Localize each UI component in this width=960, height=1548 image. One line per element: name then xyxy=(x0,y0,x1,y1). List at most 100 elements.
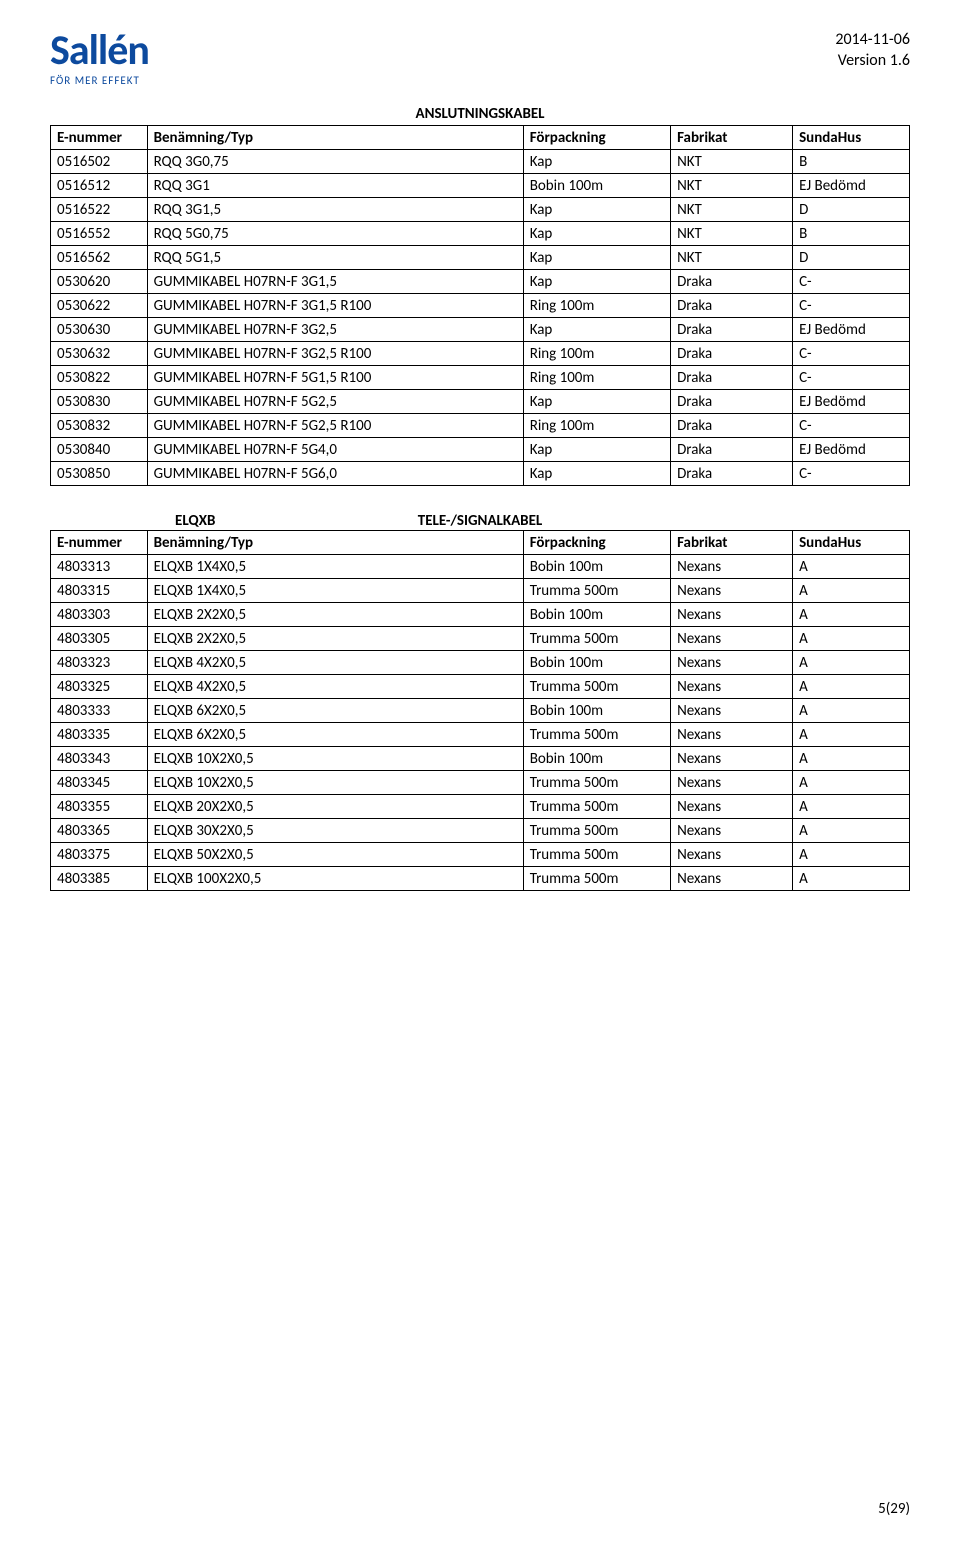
table-cell: A xyxy=(793,819,910,843)
table-cell: 4803385 xyxy=(51,867,148,891)
table-cell: Bobin 100m xyxy=(523,747,670,771)
section1-title: ANSLUTNINGSKABEL xyxy=(50,105,910,123)
table-cell: EJ Bedömd xyxy=(793,390,910,414)
table-cell: ELQXB 6X2X0,5 xyxy=(147,699,523,723)
table-cell: Trumma 500m xyxy=(523,675,670,699)
table-cell: ELQXB 10X2X0,5 xyxy=(147,771,523,795)
table-cell: NKT xyxy=(671,174,793,198)
table-cell: 4803313 xyxy=(51,555,148,579)
table-cell: Trumma 500m xyxy=(523,843,670,867)
table-cell: 4803323 xyxy=(51,651,148,675)
table-cell: 0530850 xyxy=(51,462,148,486)
table-cell: 4803325 xyxy=(51,675,148,699)
col-e-nummer: E-nummer xyxy=(51,126,148,150)
table-cell: Kap xyxy=(523,390,670,414)
table-cell: 4803355 xyxy=(51,795,148,819)
table-cell: 4803365 xyxy=(51,819,148,843)
table-cell: Trumma 500m xyxy=(523,723,670,747)
table-cell: Draka xyxy=(671,270,793,294)
table-cell: RQQ 5G1,5 xyxy=(147,246,523,270)
col-e-nummer: E-nummer xyxy=(51,531,148,555)
table-cell: A xyxy=(793,579,910,603)
table-cell: ELQXB 6X2X0,5 xyxy=(147,723,523,747)
table-cell: Trumma 500m xyxy=(523,579,670,603)
table-cell: Draka xyxy=(671,342,793,366)
table-cell: GUMMIKABEL H07RN-F 5G2,5 R100 xyxy=(147,414,523,438)
table-cell: Nexans xyxy=(671,603,793,627)
table-cell: Nexans xyxy=(671,555,793,579)
table-cell: 4803303 xyxy=(51,603,148,627)
logo-main-text: Sallén xyxy=(50,30,149,72)
table-cell: D xyxy=(793,246,910,270)
table-cell: 0516502 xyxy=(51,150,148,174)
table-cell: A xyxy=(793,723,910,747)
table-cell: NKT xyxy=(671,222,793,246)
table-cell: Kap xyxy=(523,438,670,462)
table-cell: ELQXB 30X2X0,5 xyxy=(147,819,523,843)
table-cell: C- xyxy=(793,414,910,438)
table-cell: 0516512 xyxy=(51,174,148,198)
logo-sub-text: FÖR MER EFFEKT xyxy=(50,74,149,87)
table-cell: RQQ 3G1,5 xyxy=(147,198,523,222)
table-cell: Nexans xyxy=(671,819,793,843)
table-cell: Nexans xyxy=(671,867,793,891)
table-cell: 0530630 xyxy=(51,318,148,342)
table-cell: GUMMIKABEL H07RN-F 3G2,5 xyxy=(147,318,523,342)
table-cell: Nexans xyxy=(671,675,793,699)
table-cell: Nexans xyxy=(671,747,793,771)
table-cell: 4803343 xyxy=(51,747,148,771)
table-cell: Bobin 100m xyxy=(523,603,670,627)
table-cell: Draka xyxy=(671,438,793,462)
table-row: 0516552RQQ 5G0,75KapNKTB xyxy=(51,222,910,246)
table-cell: 0530840 xyxy=(51,438,148,462)
table-cell: Draka xyxy=(671,366,793,390)
table-cell: 0516522 xyxy=(51,198,148,222)
table-cell: GUMMIKABEL H07RN-F 5G2,5 xyxy=(147,390,523,414)
table-row: 4803375ELQXB 50X2X0,5Trumma 500mNexansA xyxy=(51,843,910,867)
table-cell: ELQXB 4X2X0,5 xyxy=(147,675,523,699)
col-sundahus: SundaHus xyxy=(793,531,910,555)
table-cell: GUMMIKABEL H07RN-F 3G1,5 R100 xyxy=(147,294,523,318)
table-cell: Nexans xyxy=(671,771,793,795)
col-fabrikat: Fabrikat xyxy=(671,531,793,555)
table-cell: A xyxy=(793,675,910,699)
table-cell: Trumma 500m xyxy=(523,627,670,651)
table-section2: E-nummer Benämning/Typ Förpackning Fabri… xyxy=(50,530,910,891)
table-cell: Nexans xyxy=(671,627,793,651)
table-cell: Bobin 100m xyxy=(523,699,670,723)
section2-header-block: TELE-/SIGNALKABEL ELQXB xyxy=(50,512,910,530)
table-cell: 4803335 xyxy=(51,723,148,747)
table-section1: E-nummer Benämning/Typ Förpackning Fabri… xyxy=(50,125,910,486)
table-cell: 0516552 xyxy=(51,222,148,246)
table-cell: ELQXB 100X2X0,5 xyxy=(147,867,523,891)
table-cell: ELQXB 4X2X0,5 xyxy=(147,651,523,675)
col-forpackning: Förpackning xyxy=(523,126,670,150)
table-row: 0530840GUMMIKABEL H07RN-F 5G4,0KapDrakaE… xyxy=(51,438,910,462)
table-row: 0530822GUMMIKABEL H07RN-F 5G1,5 R100Ring… xyxy=(51,366,910,390)
table-cell: GUMMIKABEL H07RN-F 5G1,5 R100 xyxy=(147,366,523,390)
table-row: 4803343ELQXB 10X2X0,5Bobin 100mNexansA xyxy=(51,747,910,771)
table-cell: RQQ 3G1 xyxy=(147,174,523,198)
table-cell: 4803333 xyxy=(51,699,148,723)
table-cell: Trumma 500m xyxy=(523,771,670,795)
header-meta: 2014-11-06 Version 1.6 xyxy=(835,30,910,72)
table-cell: ELQXB 2X2X0,5 xyxy=(147,603,523,627)
table-cell: Trumma 500m xyxy=(523,867,670,891)
table-row: 0516512RQQ 3G1Bobin 100mNKTEJ Bedömd xyxy=(51,174,910,198)
col-forpackning: Förpackning xyxy=(523,531,670,555)
table-cell: Kap xyxy=(523,150,670,174)
table-cell: GUMMIKABEL H07RN-F 5G6,0 xyxy=(147,462,523,486)
table-cell: NKT xyxy=(671,246,793,270)
table-cell: Ring 100m xyxy=(523,294,670,318)
table-cell: ELQXB 50X2X0,5 xyxy=(147,843,523,867)
table-header-row: E-nummer Benämning/Typ Förpackning Fabri… xyxy=(51,531,910,555)
table-row: 4803325ELQXB 4X2X0,5Trumma 500mNexansA xyxy=(51,675,910,699)
page-footer: 5(29) xyxy=(878,1500,910,1518)
table-cell: Draka xyxy=(671,462,793,486)
table-cell: A xyxy=(793,843,910,867)
table-cell: Bobin 100m xyxy=(523,174,670,198)
table-cell: 4803315 xyxy=(51,579,148,603)
table-cell: Trumma 500m xyxy=(523,819,670,843)
table-cell: A xyxy=(793,795,910,819)
table-cell: 0530832 xyxy=(51,414,148,438)
